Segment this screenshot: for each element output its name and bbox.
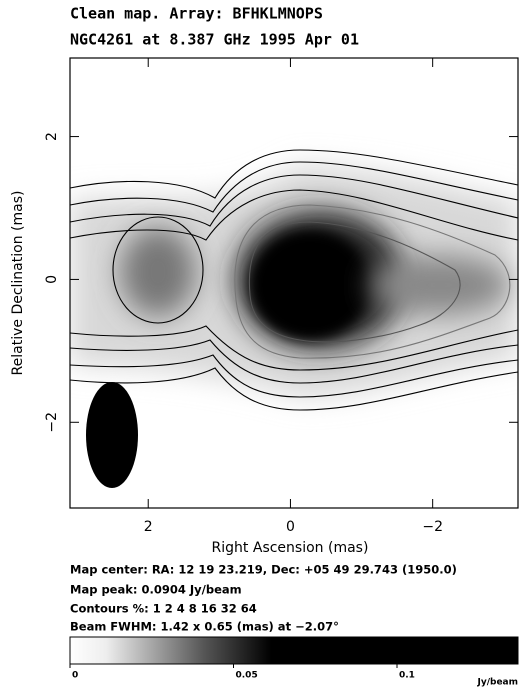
map-image [70,149,518,488]
x-tick-label: −2 [422,519,443,535]
colorbar-label: Jy/beam [477,678,519,688]
annotation: Map center: RA: 12 19 23.219, Dec: +05 4… [70,563,457,577]
x-tick-label: 2 [144,519,153,535]
chart-subtitle: NGC4261 at 8.387 GHz 1995 Apr 01 [70,31,359,49]
x-tick-label: 0 [286,519,295,535]
y-axis-label: Relative Declination (mas) [10,191,26,376]
colorbar-tick-label: 0.1 [399,671,415,681]
colorbar [69,636,519,665]
colorbar-tick-label: 0.05 [236,671,258,681]
beam [86,382,138,488]
chart-title: Clean map. Array: BFHKLMNOPS [70,5,323,23]
y-tick-label: −2 [44,412,60,433]
annotation: Map peak: 0.0904 Jy/beam [70,583,242,597]
colorbar-tick-label: 0 [72,671,78,681]
x-axis-label: Right Ascension (mas) [212,540,369,556]
annotation: Beam FWHM: 1.42 x 0.65 (mas) at −2.07° [70,620,339,634]
y-tick-label: 2 [44,132,60,141]
annotation: Contours %: 1 2 4 8 16 32 64 [70,602,257,616]
y-tick-label: 0 [44,275,60,284]
plot-frame [69,57,519,509]
